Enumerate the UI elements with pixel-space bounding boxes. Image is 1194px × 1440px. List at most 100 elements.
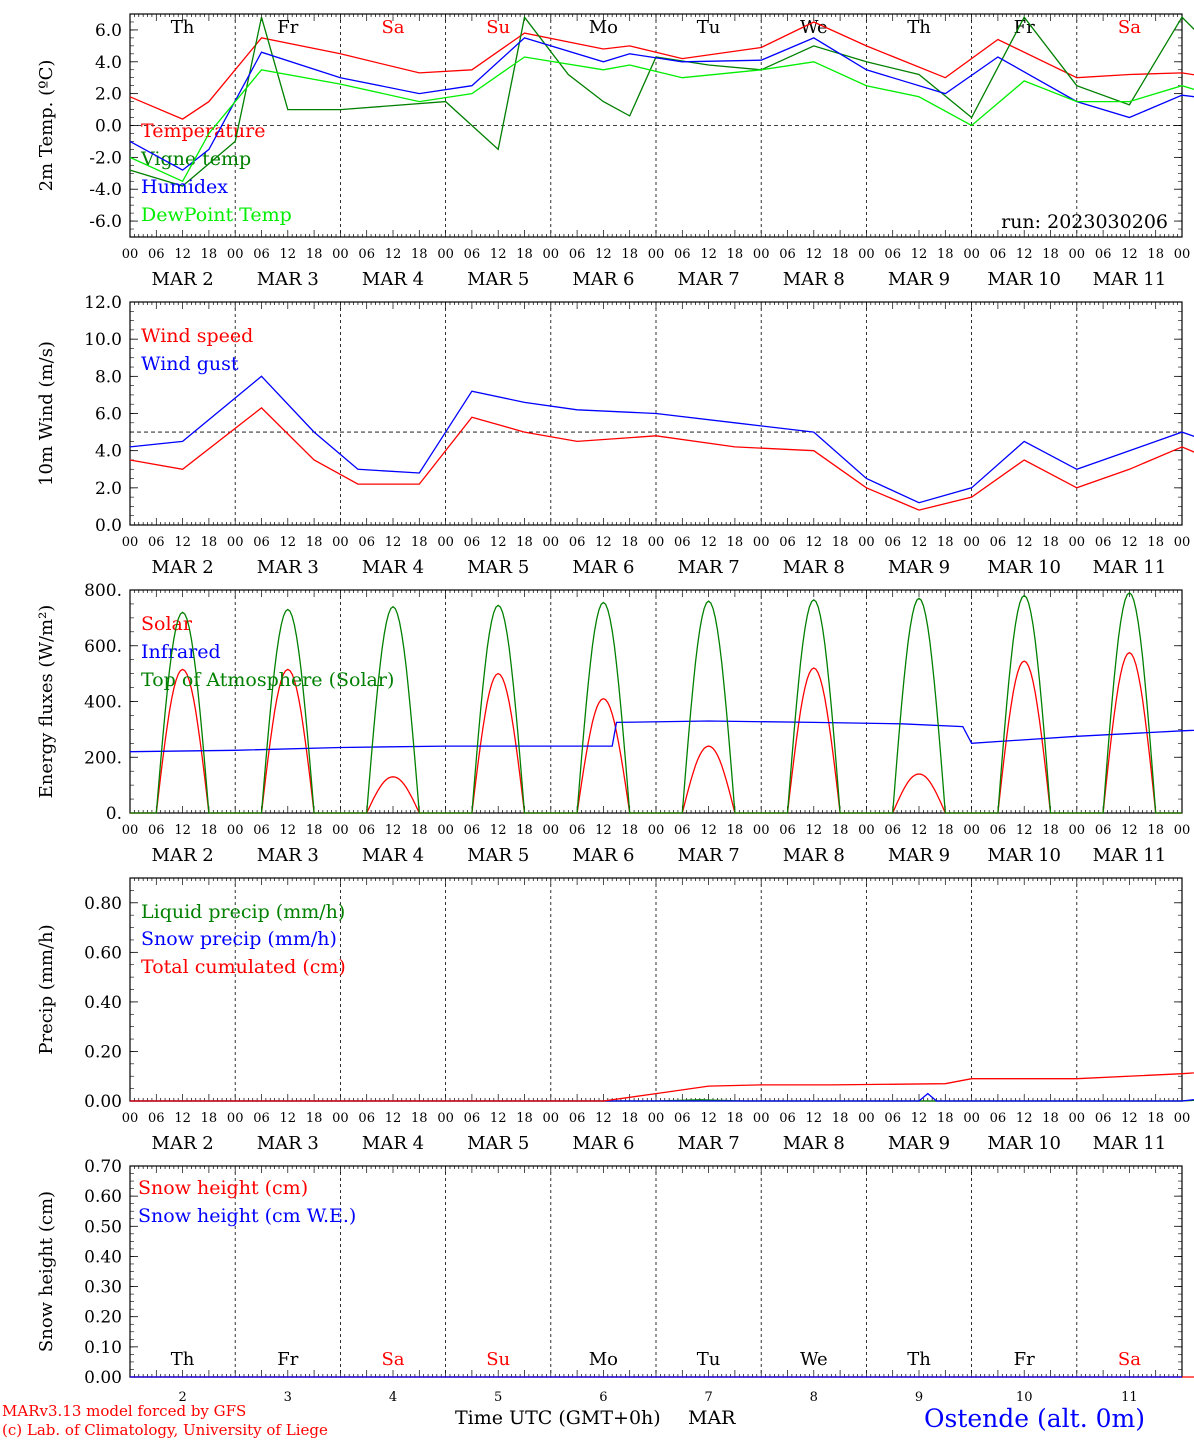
y-axis-label: 2m Temp. (ºC) xyxy=(36,60,57,192)
date-label: MAR 2 xyxy=(152,1133,214,1154)
y-tick-label: 0.70 xyxy=(84,1157,122,1177)
hour-tick-label: 12 xyxy=(700,247,717,262)
hour-tick-label: 18 xyxy=(516,535,533,550)
legend-entry: Snow precip (mm/h) xyxy=(141,928,337,950)
hour-tick-label: 00 xyxy=(332,1111,349,1126)
y-tick-label: 0.40 xyxy=(84,993,122,1013)
hour-tick-label: 06 xyxy=(674,247,691,262)
y-tick-label: 0.80 xyxy=(84,894,122,914)
hour-tick-label: 06 xyxy=(148,823,165,838)
hour-tick-label: 12 xyxy=(911,535,928,550)
hour-tick-label: 18 xyxy=(1042,1111,1059,1126)
hour-tick-label: 18 xyxy=(516,247,533,262)
x-axis-title: Time UTC (GMT+0h) xyxy=(455,1407,661,1429)
legend-entry: Top of Atmosphere (Solar) xyxy=(141,669,394,691)
hour-tick-label: 06 xyxy=(569,535,586,550)
y-tick-label: 12.0 xyxy=(84,293,122,313)
hour-tick-label: 12 xyxy=(174,247,191,262)
copyright-credit: (c) Lab. of Climatology, University of L… xyxy=(2,1421,328,1439)
hour-tick-label: 06 xyxy=(464,247,481,262)
date-label: MAR 7 xyxy=(678,557,740,578)
hour-tick-label: 18 xyxy=(832,823,849,838)
hour-tick-label: 12 xyxy=(1121,247,1138,262)
hour-tick-label: 00 xyxy=(332,535,349,550)
weekday-label: Fr xyxy=(1014,17,1035,38)
model-credit: MARv3.13 model forced by GFS xyxy=(2,1402,246,1420)
hour-tick-label: 12 xyxy=(595,1111,612,1126)
hour-tick-label: 00 xyxy=(963,535,980,550)
hour-tick-label: 00 xyxy=(858,1111,875,1126)
day-number-label: 5 xyxy=(494,1390,502,1405)
hour-tick-label: 18 xyxy=(1042,535,1059,550)
hour-tick-label: 18 xyxy=(727,1111,744,1126)
date-label: MAR 6 xyxy=(572,1133,634,1154)
hour-tick-label: 00 xyxy=(648,535,665,550)
y-tick-label: 0.60 xyxy=(84,1187,122,1207)
y-tick-label: 0.30 xyxy=(84,1278,122,1298)
y-tick-label: 0.20 xyxy=(84,1308,122,1328)
hour-tick-label: 06 xyxy=(884,535,901,550)
weekday-label: Th xyxy=(171,17,195,38)
date-label: MAR 11 xyxy=(1093,557,1167,578)
day-number-label: 3 xyxy=(284,1390,292,1405)
y-tick-label: 6.0 xyxy=(95,405,122,425)
date-label: MAR 4 xyxy=(362,1133,424,1154)
hour-tick-label: 12 xyxy=(806,823,823,838)
hour-tick-label: 18 xyxy=(937,535,954,550)
hour-tick-label: 18 xyxy=(411,535,428,550)
y-tick-label: 0.00 xyxy=(84,1092,122,1112)
hour-tick-label: 18 xyxy=(411,823,428,838)
legend-entry: Temperature xyxy=(141,120,265,142)
y-tick-label: 200. xyxy=(84,748,122,768)
hour-tick-label: 18 xyxy=(621,1111,638,1126)
hour-tick-label: 12 xyxy=(490,823,507,838)
date-label: MAR 7 xyxy=(678,1133,740,1154)
date-label: MAR 9 xyxy=(888,557,950,578)
hour-tick-label: 12 xyxy=(1016,823,1033,838)
y-tick-label: 0.20 xyxy=(84,1042,122,1062)
hour-tick-label: 18 xyxy=(621,823,638,838)
hour-tick-label: 18 xyxy=(516,823,533,838)
y-tick-label: 2.0 xyxy=(95,479,122,499)
hour-tick-label: 00 xyxy=(227,1111,244,1126)
y-tick-label: 4.0 xyxy=(95,442,122,462)
series-liquid-precip-mm-h- xyxy=(130,1099,1194,1102)
hour-tick-label: 12 xyxy=(700,535,717,550)
hour-tick-label: 06 xyxy=(148,1111,165,1126)
hour-tick-label: 12 xyxy=(174,823,191,838)
legend-entry: Liquid precip (mm/h) xyxy=(141,901,345,923)
hour-tick-label: 12 xyxy=(280,1111,297,1126)
y-axis-label: 10m Wind (m/s) xyxy=(36,341,57,486)
series-line xyxy=(129,21,1194,120)
hour-tick-label: 18 xyxy=(832,535,849,550)
y-axis-label: Snow height (cm) xyxy=(36,1191,57,1352)
hour-tick-label: 06 xyxy=(148,535,165,550)
date-label: MAR 8 xyxy=(783,557,845,578)
y-tick-label: 2.0 xyxy=(95,85,122,105)
y-tick-label: 400. xyxy=(84,693,122,713)
hour-tick-label: 12 xyxy=(806,535,823,550)
series-line xyxy=(129,37,1194,171)
day-number-label: 9 xyxy=(915,1390,923,1405)
hour-tick-label: 06 xyxy=(358,1111,375,1126)
date-label: MAR 3 xyxy=(257,557,319,578)
plot-frame xyxy=(129,589,1183,814)
hour-tick-label: 00 xyxy=(858,247,875,262)
hour-tick-label: 00 xyxy=(1174,535,1191,550)
hour-tick-label: 06 xyxy=(1095,535,1112,550)
hour-tick-label: 06 xyxy=(990,247,1007,262)
chart-panel-4: 0.00 0.20 0.40 0.60 0.80 Precip (mm/h) 00 06 12 1… xyxy=(36,877,1194,1154)
series-snow-precip-mm-h- xyxy=(130,1092,1194,1102)
hour-tick-label: 12 xyxy=(1121,823,1138,838)
hour-tick-label: 12 xyxy=(1016,535,1033,550)
hour-tick-label: 18 xyxy=(1042,247,1059,262)
date-label: MAR 9 xyxy=(888,1133,950,1154)
hour-tick-label: 06 xyxy=(1095,247,1112,262)
weekday-label: Mo xyxy=(589,1349,618,1370)
weekday-label: Tu xyxy=(697,1349,721,1370)
hour-tick-label: 12 xyxy=(911,247,928,262)
date-label: MAR 7 xyxy=(678,269,740,290)
weekday-label: Mo xyxy=(589,17,618,38)
y-tick-label: 8.0 xyxy=(95,367,122,387)
hour-tick-label: 00 xyxy=(753,535,770,550)
